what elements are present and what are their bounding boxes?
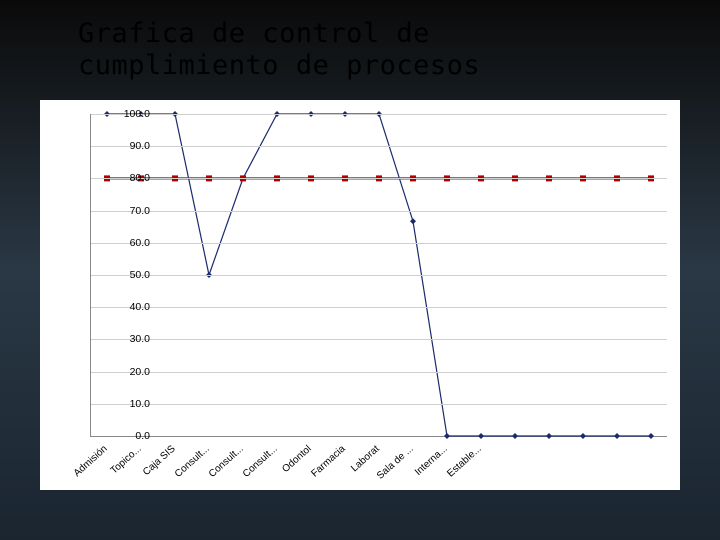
marker-cumplimiento — [444, 433, 450, 439]
marker-cumplimiento — [614, 433, 620, 439]
ytick-label: 30.0 — [106, 333, 150, 345]
ytick-label: 70.0 — [106, 205, 150, 217]
ytick-label: 60.0 — [106, 237, 150, 249]
gridline — [91, 339, 667, 340]
gridline — [91, 404, 667, 405]
gridline — [91, 372, 667, 373]
chart-title: Grafica de control de cumplimiento de pr… — [78, 18, 638, 83]
ytick-label: 100.0 — [106, 108, 150, 120]
plot-area — [90, 114, 667, 437]
ytick-label: 0.0 — [106, 430, 150, 442]
gridline — [91, 146, 667, 147]
marker-cumplimiento — [648, 433, 654, 439]
ytick-label: 90.0 — [106, 140, 150, 152]
marker-cumplimiento — [512, 433, 518, 439]
gridline — [91, 275, 667, 276]
marker-cumplimiento — [478, 433, 484, 439]
ytick-label: 10.0 — [106, 398, 150, 410]
slide-background: Grafica de control de cumplimiento de pr… — [0, 0, 720, 540]
ytick-label: 50.0 — [106, 269, 150, 281]
gridline — [91, 178, 667, 179]
gridline — [91, 243, 667, 244]
marker-cumplimiento — [546, 433, 552, 439]
ytick-label: 80.0 — [106, 172, 150, 184]
chart-panel: 0.0 10.0 20.0 30.0 40.0 50.0 60.0 70.0 80.0 90.0 1… — [40, 100, 680, 490]
ytick-label: 20.0 — [106, 366, 150, 378]
gridline — [91, 114, 667, 115]
ytick-label: 40.0 — [106, 301, 150, 313]
gridline — [91, 211, 667, 212]
gridline — [91, 307, 667, 308]
marker-cumplimiento — [580, 433, 586, 439]
marker-cumplimiento — [410, 218, 416, 224]
